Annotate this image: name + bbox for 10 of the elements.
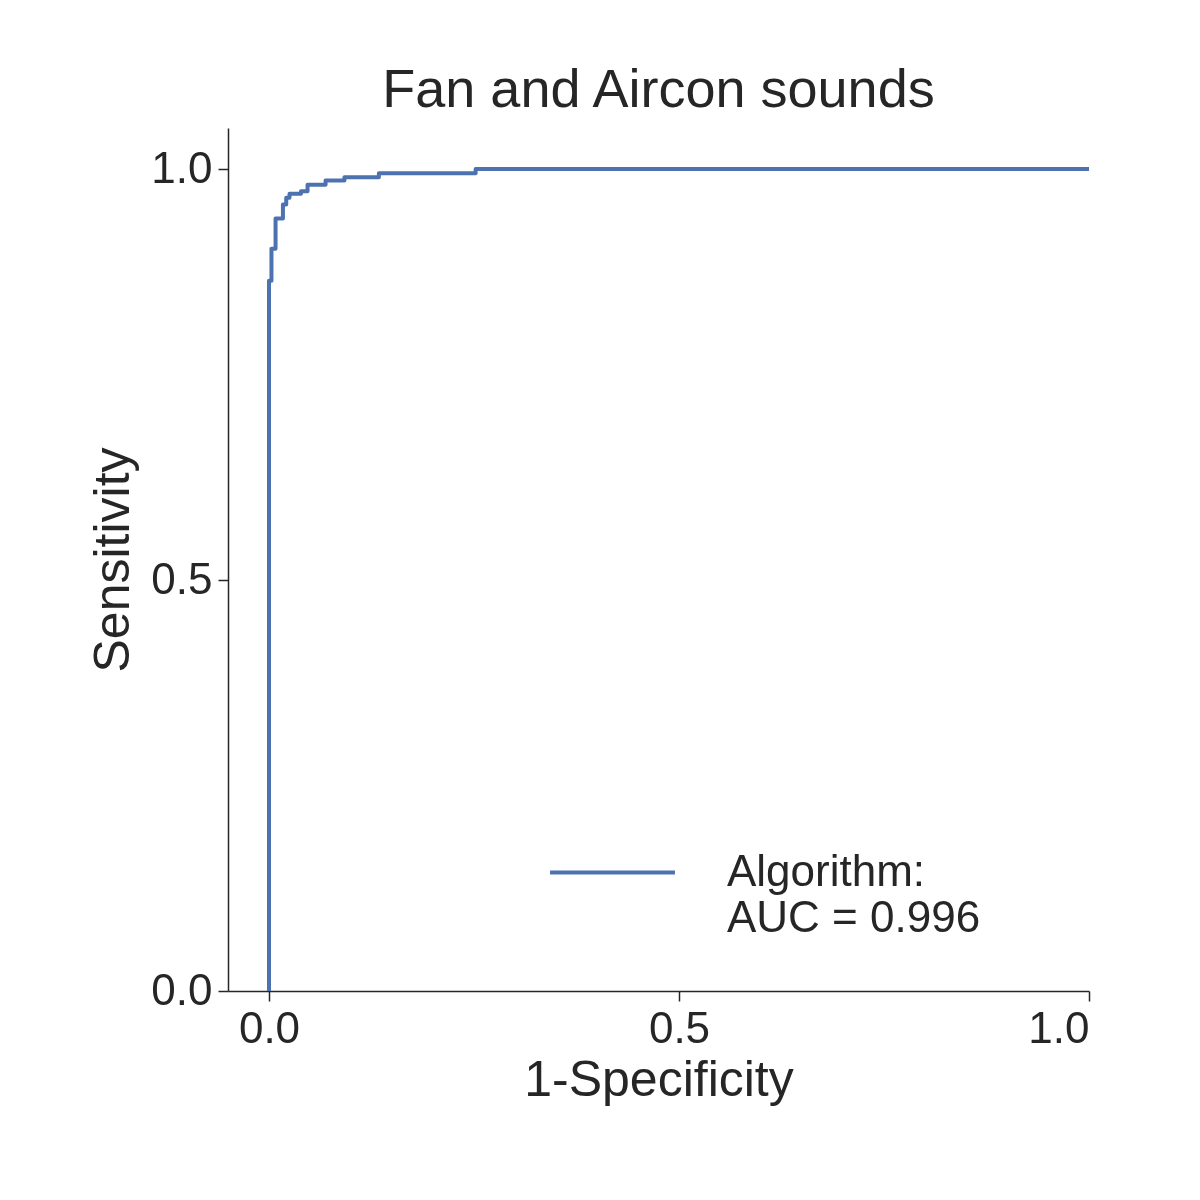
x-tick-label: 1.0 xyxy=(1028,1002,1090,1052)
y-tick-label: 0.5 xyxy=(151,553,213,603)
y-tick-label: 1.0 xyxy=(151,142,213,192)
legend-label: Algorithm: AUC = 0.996 xyxy=(727,845,981,941)
y-tick-label: 0.0 xyxy=(151,964,213,1014)
x-tick-label: 0.0 xyxy=(238,1002,301,1052)
x-tick-label: 0.5 xyxy=(648,1002,711,1052)
chart-title: Fan and Aircon sounds xyxy=(382,58,935,118)
x-axis-title: 1-Specificity xyxy=(524,1050,794,1107)
y-axis-title: Sensitivity xyxy=(84,447,141,673)
